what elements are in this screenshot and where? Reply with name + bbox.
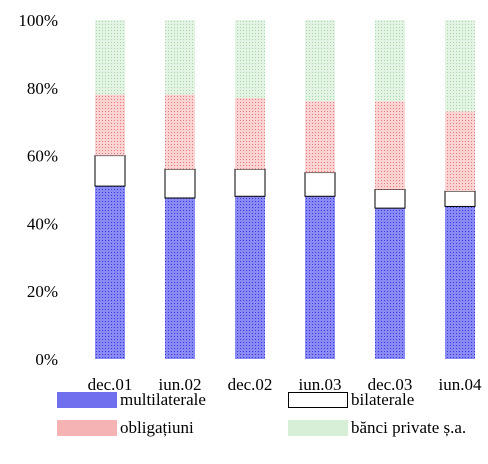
bar-segment-banci-private (445, 20, 475, 112)
x-tick-label: dec.02 (228, 375, 273, 394)
y-tick-label: 40% (27, 214, 58, 233)
bar-segment-bilaterale (234, 168, 266, 197)
bar-segment-obligatiuni (235, 97, 265, 170)
bar-segment-banci-private (375, 20, 405, 102)
bar-segment-obligatiuni (445, 111, 475, 192)
bar-segment-banci-private (305, 20, 335, 102)
y-tick-label: 0% (35, 350, 58, 369)
x-tick-label: iun.04 (439, 375, 482, 394)
bar-segment-bilaterale (94, 155, 126, 187)
y-tick-label: 100% (18, 11, 58, 30)
bar-segment-banci-private (95, 20, 125, 95)
bar-segment-bilaterale (304, 172, 336, 197)
x-tick-label: dec.01 (88, 375, 133, 394)
x-axis: dec.01 iun.02 dec.02 iun.03 dec.03 iun.04 (88, 375, 482, 394)
bar-segment-obligatiuni (375, 101, 405, 190)
bar-segment-banci-private (165, 20, 195, 95)
bar-segment-obligatiuni (305, 101, 335, 173)
bar-segment-multilaterale (445, 206, 475, 359)
y-axis: 0% 20% 40% 60% 80% 100% (18, 11, 58, 369)
bars (94, 20, 476, 359)
bar-segment-multilaterale (375, 208, 405, 359)
y-tick-label: 20% (27, 282, 58, 301)
y-tick-label: 60% (27, 147, 58, 166)
x-tick-label: iun.02 (159, 375, 202, 394)
bar-segment-multilaterale (95, 186, 125, 359)
x-tick-label: dec.03 (368, 375, 413, 394)
bar-segment-bilaterale (374, 189, 406, 209)
y-tick-label: 80% (27, 79, 58, 98)
bar-segment-bilaterale (444, 190, 476, 207)
bar-segment-obligatiuni (95, 94, 125, 156)
x-tick-label: iun.03 (299, 375, 342, 394)
bar-segment-obligatiuni (165, 94, 195, 170)
bar-segment-multilaterale (235, 196, 265, 359)
bar-segment-banci-private (235, 20, 265, 98)
bar-segment-multilaterale (165, 197, 195, 359)
bar-segment-multilaterale (305, 196, 335, 359)
bar-segment-bilaterale (164, 168, 196, 199)
